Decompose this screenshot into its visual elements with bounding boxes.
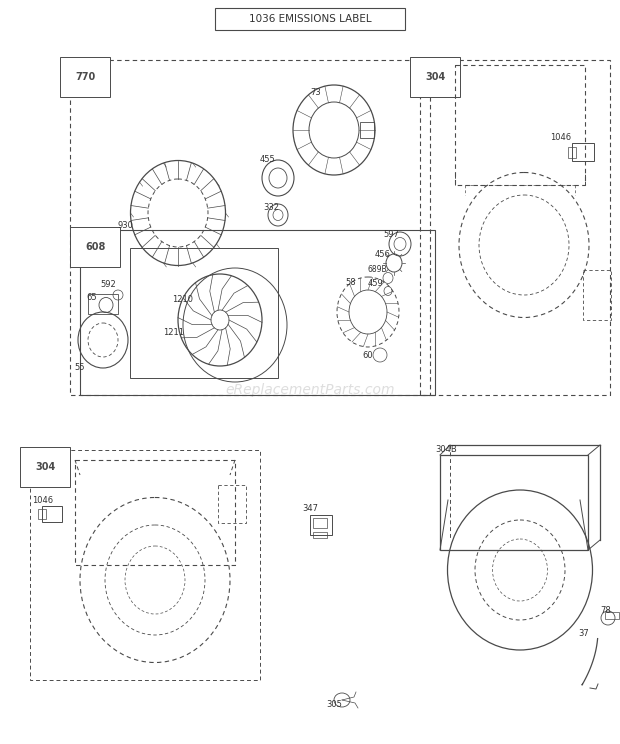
Bar	[218, 485, 246, 523]
Bar	[572, 143, 594, 161]
Bar	[310, 515, 332, 535]
Bar	[75, 460, 235, 565]
Bar	[455, 65, 585, 185]
Text: 770: 770	[75, 72, 95, 82]
Bar	[30, 450, 260, 680]
Bar	[313, 532, 327, 538]
Text: 689B: 689B	[368, 265, 388, 274]
Text: 55: 55	[74, 363, 84, 372]
Text: 459: 459	[368, 279, 384, 288]
Text: 73: 73	[310, 88, 321, 97]
Bar	[605, 612, 619, 619]
Bar	[313, 518, 327, 528]
Text: 304: 304	[35, 462, 55, 472]
Text: 1210: 1210	[172, 295, 193, 304]
Text: 58: 58	[345, 278, 356, 287]
Bar	[568, 147, 576, 158]
Text: 332: 332	[263, 203, 279, 212]
Text: 1211: 1211	[163, 328, 184, 337]
Bar	[440, 455, 588, 550]
Text: 1046: 1046	[550, 133, 571, 142]
Bar	[215, 8, 405, 30]
Text: 347: 347	[302, 504, 318, 513]
Text: 78: 78	[600, 606, 611, 615]
Text: 304B: 304B	[435, 445, 457, 454]
Text: 592: 592	[100, 280, 116, 289]
Bar	[420, 60, 610, 395]
Text: 1036 EMISSIONS LABEL: 1036 EMISSIONS LABEL	[249, 14, 371, 24]
Text: 65: 65	[86, 293, 97, 302]
Text: 37: 37	[578, 629, 589, 638]
Text: 305: 305	[326, 700, 342, 709]
Text: 456: 456	[375, 250, 391, 259]
Bar	[42, 506, 62, 522]
Text: 455: 455	[260, 155, 276, 164]
Text: 930: 930	[118, 221, 134, 230]
Bar	[88, 294, 118, 314]
Text: eReplacementParts.com: eReplacementParts.com	[225, 383, 395, 397]
Bar	[130, 248, 278, 378]
Text: 597: 597	[383, 230, 399, 239]
Bar	[38, 509, 46, 519]
Bar	[583, 270, 611, 320]
Text: 1046: 1046	[32, 496, 53, 505]
Text: 304: 304	[425, 72, 445, 82]
Bar	[80, 230, 435, 395]
Bar	[70, 60, 430, 395]
Text: 608: 608	[85, 242, 105, 252]
Bar	[360, 122, 374, 138]
Text: 60: 60	[362, 351, 373, 360]
